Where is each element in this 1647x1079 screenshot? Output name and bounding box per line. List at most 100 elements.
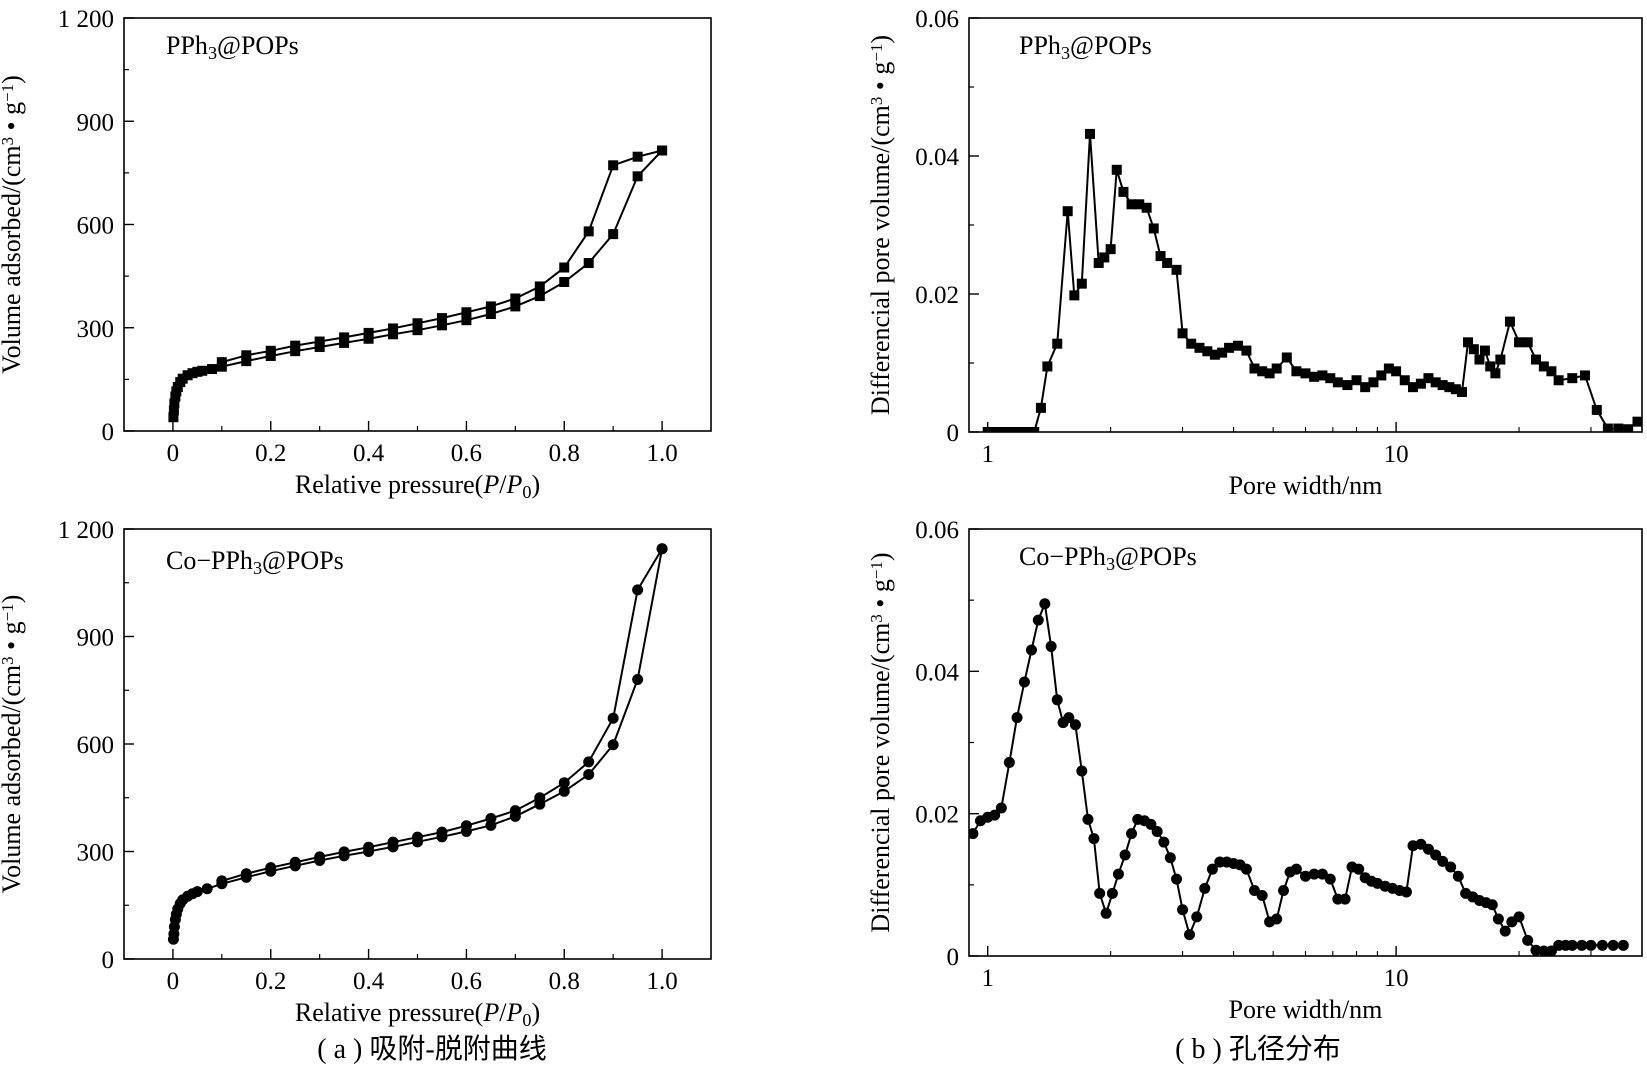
data-point xyxy=(314,342,325,353)
data-point xyxy=(632,171,643,182)
data-point xyxy=(1632,416,1642,427)
chart-panel-adsorption-pph3: 0 300 600 900 1 200 0 0.2 0.4 0.6 0.8 1.0 Relative … xyxy=(0,6,712,502)
data-point xyxy=(1579,370,1590,381)
data-point xyxy=(1271,913,1283,925)
data-point xyxy=(1530,354,1541,365)
data-point xyxy=(1094,887,1106,899)
data-point xyxy=(1209,349,1220,360)
x-tick-label: 0.8 xyxy=(549,440,580,467)
data-point xyxy=(388,329,399,340)
y-axis-label: Volume adsorbed/(cm3 • g−1) xyxy=(0,595,26,894)
data-point xyxy=(1504,316,1515,327)
data-point xyxy=(1202,346,1213,357)
data-point xyxy=(1134,199,1145,210)
data-point xyxy=(1191,911,1203,923)
data-point xyxy=(1076,765,1088,777)
x-axis-label: Pore width/nm xyxy=(1229,471,1383,500)
data-point xyxy=(583,768,595,780)
data-point xyxy=(1018,676,1030,688)
data-point xyxy=(1232,340,1243,351)
series-2 xyxy=(216,543,668,887)
data-point xyxy=(1224,342,1235,353)
x-tick-label: 0 xyxy=(167,968,180,995)
data-point xyxy=(1151,825,1163,837)
data-point xyxy=(608,160,619,171)
data-point xyxy=(1463,337,1474,348)
data-point xyxy=(265,350,276,361)
series-1 xyxy=(167,543,668,945)
data-point xyxy=(1032,614,1044,626)
data-point xyxy=(1126,828,1138,840)
data-point xyxy=(559,276,570,287)
x-tick-label: 0.8 xyxy=(549,968,580,995)
data-point xyxy=(583,258,594,269)
data-point xyxy=(461,307,472,318)
y-tick-label: 600 xyxy=(77,732,115,759)
x-tick-label: 0.6 xyxy=(451,968,482,995)
data-point xyxy=(1106,887,1118,899)
data-point xyxy=(1490,368,1501,379)
data-point xyxy=(436,826,448,838)
data-point xyxy=(607,739,619,751)
data-point xyxy=(1099,252,1110,263)
plot-frame xyxy=(123,528,712,960)
data-point xyxy=(1177,328,1188,339)
data-point xyxy=(363,327,374,338)
x-tick-label: 0.4 xyxy=(353,440,385,467)
data-point xyxy=(995,802,1007,814)
data-point xyxy=(1538,361,1549,372)
data-point xyxy=(1499,925,1511,937)
data-point xyxy=(1119,849,1131,861)
data-point xyxy=(1277,885,1289,897)
data-point xyxy=(1452,870,1464,882)
data-point xyxy=(485,301,496,312)
data-point xyxy=(656,543,668,555)
series-1 xyxy=(168,145,668,423)
x-tick-label: 0 xyxy=(167,440,180,467)
data-point xyxy=(197,365,208,376)
data-point xyxy=(314,851,326,863)
x-tick-label: 0.2 xyxy=(255,968,286,995)
data-point xyxy=(412,318,423,329)
x-tick-label: 10 xyxy=(1384,965,1409,992)
data-point xyxy=(1585,939,1597,951)
data-point xyxy=(1186,338,1197,349)
data-point xyxy=(1025,644,1037,656)
y-axis-label: Differencial pore volume/(cm3 • g−1) xyxy=(866,35,895,415)
data-point xyxy=(1623,424,1634,432)
data-point xyxy=(1309,371,1320,382)
data-point xyxy=(1376,370,1387,381)
data-point xyxy=(1445,861,1457,873)
data-point xyxy=(1308,868,1320,880)
data-point xyxy=(169,398,180,409)
data-point xyxy=(1217,347,1228,358)
data-point xyxy=(1566,939,1578,951)
data-point xyxy=(1383,363,1394,374)
data-point xyxy=(1437,380,1448,391)
data-point xyxy=(1486,899,1498,911)
data-point xyxy=(1423,373,1434,384)
data-point xyxy=(290,346,301,357)
data-point xyxy=(1546,366,1557,377)
data-point xyxy=(1069,719,1081,731)
data-point xyxy=(1368,377,1379,388)
data-point xyxy=(168,412,179,423)
data-point xyxy=(485,308,496,319)
x-tick-label: 0.6 xyxy=(451,440,482,467)
x-axis-label: Pore width/nm xyxy=(1229,995,1383,1024)
data-point xyxy=(1522,337,1533,348)
data-point xyxy=(201,883,213,895)
data-point xyxy=(1324,873,1336,885)
y-tick-label: 0.06 xyxy=(915,517,959,544)
y-axis-label: Volume adsorbed/(cm3 • g−1) xyxy=(0,75,26,374)
data-point xyxy=(1177,904,1189,916)
data-point xyxy=(534,291,545,302)
data-point xyxy=(1391,366,1402,377)
data-point xyxy=(1011,712,1023,724)
y-tick-label: 0.02 xyxy=(915,802,959,829)
data-point xyxy=(1069,290,1080,301)
x-tick-label: 1 xyxy=(981,965,994,992)
data-point xyxy=(1076,278,1087,289)
data-point xyxy=(1171,873,1183,885)
series-2 xyxy=(216,145,668,368)
